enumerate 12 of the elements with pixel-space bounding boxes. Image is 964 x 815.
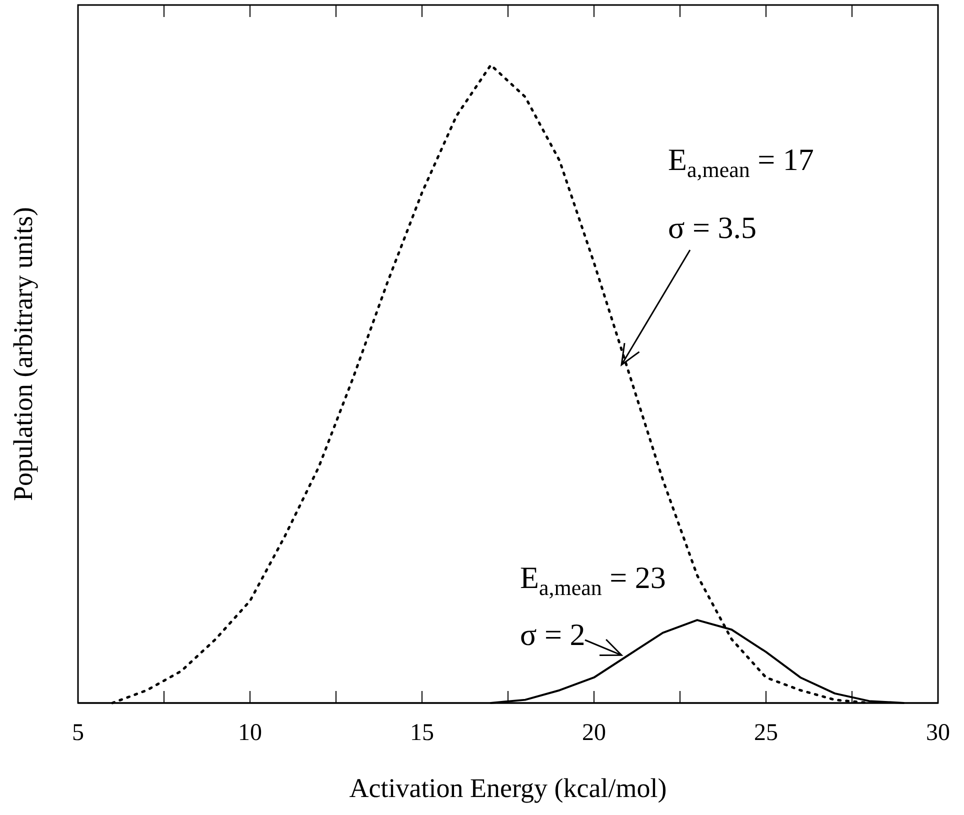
y-axis-title: Population (arbitrary units)	[8, 207, 38, 501]
x-tick-label: 5	[72, 720, 84, 746]
x-tick-label: 25	[754, 720, 778, 746]
annotation: E$_{a,mean}$ = 23	[520, 560, 666, 600]
x-tick-label: 30	[926, 720, 950, 746]
x-axis-title: Activation Energy (kcal/mol)	[349, 773, 667, 803]
x-tick-label: 10	[238, 720, 262, 746]
x-tick-label: 20	[582, 720, 606, 746]
annotation: σ = 3.5	[668, 210, 756, 245]
annotation: E$_{a,mean}$ = 17	[668, 142, 814, 182]
x-tick-label: 15	[410, 720, 434, 746]
annotation: σ = 2	[520, 617, 586, 652]
